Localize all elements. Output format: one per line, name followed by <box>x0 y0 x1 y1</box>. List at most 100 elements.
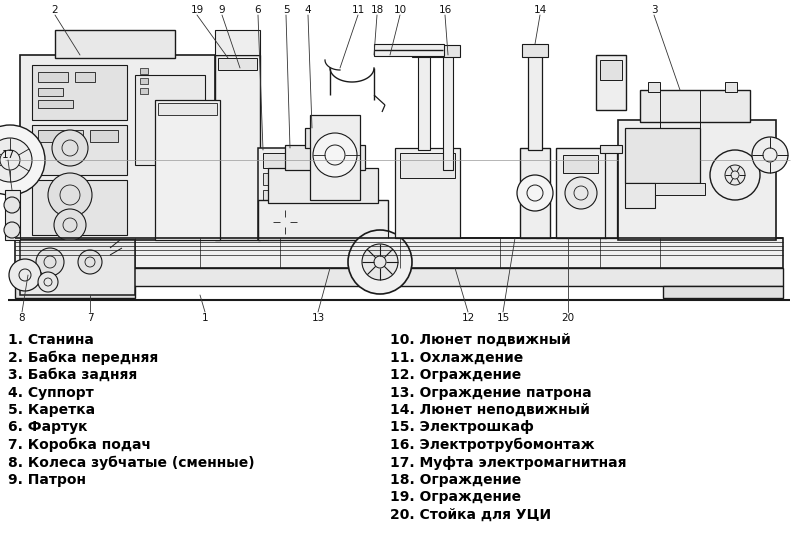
Circle shape <box>78 250 102 274</box>
Circle shape <box>517 175 553 211</box>
Circle shape <box>348 230 412 294</box>
Bar <box>600 60 622 80</box>
Bar <box>412 45 436 57</box>
Text: 8. Колеса зубчатые (сменные): 8. Колеса зубчатые (сменные) <box>8 455 254 469</box>
Text: 9. Патрон: 9. Патрон <box>8 473 86 487</box>
Bar <box>32 125 127 175</box>
Circle shape <box>52 130 88 166</box>
Bar <box>55 30 175 58</box>
Text: 18: 18 <box>370 5 384 15</box>
Bar <box>90 130 118 142</box>
Text: 4. Суппорт: 4. Суппорт <box>8 385 94 399</box>
Bar <box>32 180 127 235</box>
Bar <box>400 153 455 178</box>
Text: 16. Электротрубомонтаж: 16. Электротрубомонтаж <box>390 438 594 452</box>
Bar <box>522 44 548 57</box>
Circle shape <box>36 248 64 276</box>
Circle shape <box>0 138 32 182</box>
Text: 14: 14 <box>534 5 546 15</box>
Text: 19. Ограждение: 19. Ограждение <box>390 490 521 505</box>
Bar <box>312 118 340 130</box>
Bar <box>600 145 622 153</box>
Bar <box>263 207 308 232</box>
Bar <box>38 72 68 82</box>
Bar <box>310 115 360 200</box>
Circle shape <box>313 133 357 177</box>
Text: 16: 16 <box>438 5 452 15</box>
Bar <box>268 168 378 203</box>
Text: 3: 3 <box>650 5 658 15</box>
Text: 1: 1 <box>202 313 208 323</box>
Bar <box>263 173 283 185</box>
Bar <box>418 55 430 150</box>
Text: 7: 7 <box>86 313 94 323</box>
Circle shape <box>362 244 398 280</box>
Bar <box>374 44 444 56</box>
Bar <box>140 78 148 84</box>
Bar <box>655 183 705 195</box>
Bar <box>8 140 22 180</box>
Bar <box>155 100 220 240</box>
Bar <box>725 82 737 92</box>
Bar <box>528 55 542 150</box>
Circle shape <box>9 259 41 291</box>
Text: 2. Бабка передняя: 2. Бабка передняя <box>8 350 158 365</box>
Bar <box>395 148 460 238</box>
Text: 18. Ограждение: 18. Ограждение <box>390 473 522 487</box>
Text: 10: 10 <box>394 5 406 15</box>
Bar <box>618 120 776 240</box>
Bar <box>158 103 217 115</box>
Bar <box>305 128 347 148</box>
Circle shape <box>0 125 45 195</box>
Text: 12. Ограждение: 12. Ограждение <box>390 368 522 382</box>
Circle shape <box>273 210 297 234</box>
Bar <box>38 100 73 108</box>
Bar <box>443 55 453 170</box>
Text: 11: 11 <box>351 5 365 15</box>
Bar <box>5 190 20 240</box>
Bar <box>15 268 783 286</box>
Bar <box>263 190 308 202</box>
Text: 13. Ограждение патрона: 13. Ограждение патрона <box>390 385 592 399</box>
Circle shape <box>4 222 20 238</box>
Circle shape <box>4 197 20 213</box>
Bar <box>285 145 365 170</box>
Circle shape <box>725 165 745 185</box>
Bar <box>663 286 783 298</box>
Bar <box>215 55 260 240</box>
Bar <box>625 183 655 208</box>
Bar <box>140 68 148 74</box>
Text: 6. Фартук: 6. Фартук <box>8 420 87 434</box>
Text: 15. Электрошкаф: 15. Электрошкаф <box>390 420 534 434</box>
Bar <box>38 130 83 142</box>
Text: 12: 12 <box>462 313 474 323</box>
Circle shape <box>565 177 597 209</box>
Bar <box>556 148 606 238</box>
Text: 13: 13 <box>311 313 325 323</box>
Text: 3. Бабка задняя: 3. Бабка задняя <box>8 368 138 382</box>
Text: 15: 15 <box>496 313 510 323</box>
Bar <box>20 55 215 240</box>
Circle shape <box>710 150 760 200</box>
Bar <box>135 75 205 165</box>
Circle shape <box>54 209 86 241</box>
Bar <box>258 200 388 240</box>
Bar <box>15 238 783 268</box>
Text: 20. Стойка для УЦИ: 20. Стойка для УЦИ <box>390 508 551 522</box>
Text: 9: 9 <box>218 5 226 15</box>
Text: 1. Станина: 1. Станина <box>8 333 94 347</box>
Bar <box>15 286 135 298</box>
Text: 2: 2 <box>52 5 58 15</box>
Circle shape <box>48 173 92 217</box>
Bar <box>140 88 148 94</box>
Text: 5. Каретка: 5. Каретка <box>8 403 95 417</box>
Bar <box>605 148 617 238</box>
Text: 17: 17 <box>2 150 14 160</box>
Bar <box>640 90 750 122</box>
Text: 6: 6 <box>254 5 262 15</box>
Bar <box>263 153 308 168</box>
Bar <box>648 82 660 92</box>
Text: 11. Охлаждение: 11. Охлаждение <box>390 350 523 364</box>
Text: 14. Люнет неподвижный: 14. Люнет неподвижный <box>390 403 590 417</box>
Text: 8: 8 <box>18 313 26 323</box>
